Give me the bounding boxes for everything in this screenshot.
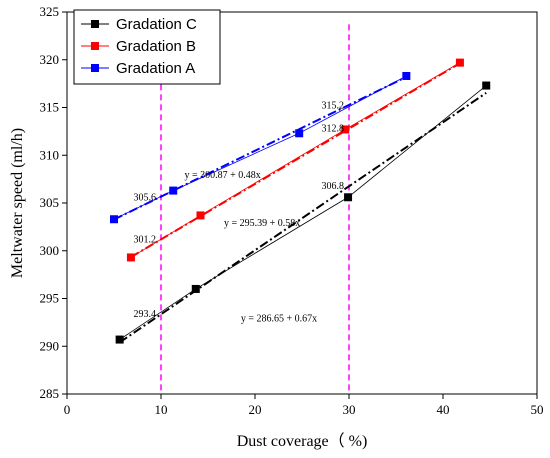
data-point — [110, 215, 118, 224]
value-annotation: 306.8 — [322, 181, 345, 192]
data-markers — [110, 58, 491, 344]
x-tick-label: 10 — [155, 402, 168, 417]
data-point — [196, 211, 205, 220]
x-tick-label: 50 — [531, 402, 544, 417]
legend-marker — [91, 64, 99, 72]
y-tick-label: 320 — [40, 52, 60, 67]
fit-equation: y = 295.39 + 0.58x — [224, 218, 300, 229]
legend-label: Gradation C — [116, 16, 197, 33]
data-point — [126, 253, 135, 262]
legend-label: Gradation A — [116, 60, 195, 77]
data-point — [295, 129, 304, 138]
y-tick-label: 295 — [40, 291, 60, 306]
series-line — [113, 75, 407, 220]
series-line — [119, 85, 487, 340]
value-annotation: 293.4 — [134, 309, 157, 320]
data-point — [115, 335, 124, 344]
y-tick-label: 300 — [40, 243, 60, 258]
x-tick-label: 20 — [249, 402, 262, 417]
value-annotation: 305.6 — [134, 192, 157, 203]
legend: Gradation C Gradation B Gradation A — [73, 9, 221, 85]
reference-lines — [160, 24, 350, 394]
y-tick-label: 305 — [40, 195, 60, 210]
legend-marker — [91, 42, 99, 50]
fit-equation: y = 286.65 + 0.67x — [241, 313, 317, 324]
x-tick-label: 40 — [437, 402, 450, 417]
tick-labels: 0 10 20 30 40 50 285 290 295 300 305 310 315 320 325 — [40, 4, 544, 417]
fit-equations: y = 286.65 + 0.67x y = 295.39 + 0.58x y = … — [185, 170, 318, 324]
fit-line — [130, 62, 461, 258]
axis-ticks — [62, 11, 538, 399]
data-point — [191, 284, 200, 293]
x-tick-label: 0 — [64, 402, 71, 417]
data-point — [169, 186, 178, 195]
data-point — [341, 125, 350, 134]
data-point — [344, 193, 353, 202]
data-point — [402, 71, 411, 80]
legend-label: Gradation B — [116, 38, 196, 55]
series-lines — [113, 62, 487, 340]
annotations: 293.4 301.2 305.6 306.8 312.8 315.2 — [134, 101, 345, 320]
value-annotation: 301.2 — [134, 234, 157, 245]
legend-marker — [91, 20, 99, 28]
y-tick-label: 290 — [40, 338, 60, 353]
y-tick-label: 315 — [40, 100, 60, 115]
y-axis-title: Meltwater speed (ml/h) — [9, 128, 26, 278]
series-line — [130, 62, 461, 258]
fit-lines — [113, 62, 487, 344]
y-tick-label: 310 — [40, 147, 60, 162]
x-tick-label: 30 — [343, 402, 356, 417]
value-annotation: 315.2 — [322, 101, 345, 112]
y-tick-label: 285 — [40, 386, 60, 401]
value-annotation: 312.8 — [322, 124, 345, 135]
x-axis-title: Dust coverage（ %) — [237, 432, 368, 450]
data-point — [455, 58, 464, 67]
fit-equation: y = 300.87 + 0.48x — [185, 170, 261, 181]
y-tick-label: 325 — [40, 4, 60, 19]
data-point — [482, 81, 491, 90]
